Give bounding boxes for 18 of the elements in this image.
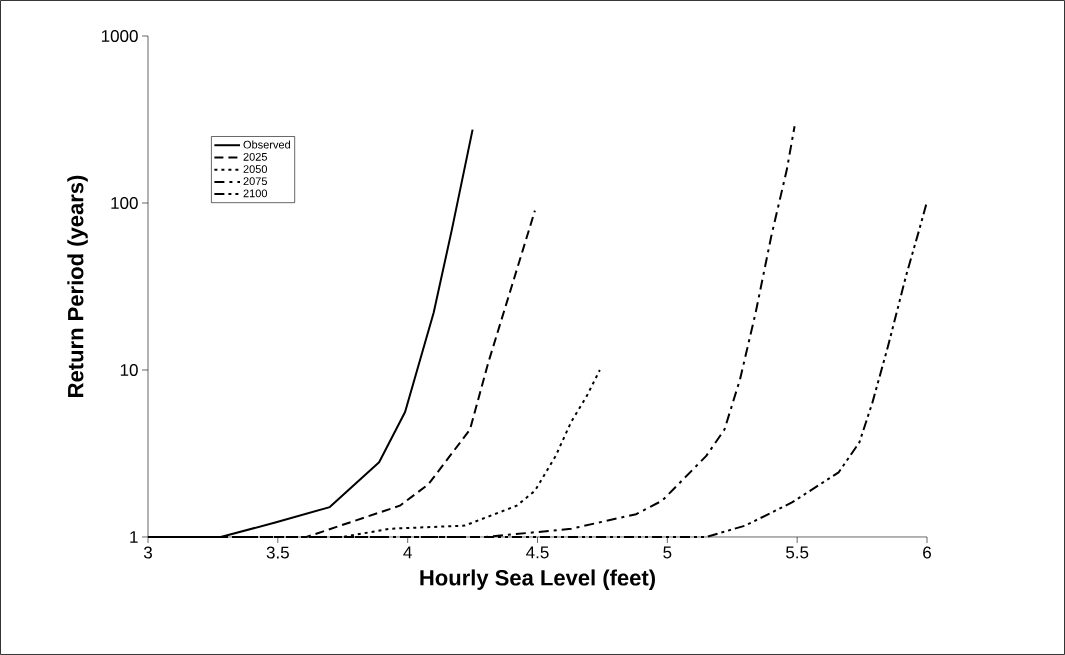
- y-tick-label: 1000: [101, 29, 138, 43]
- legend-label: 2050: [243, 165, 268, 173]
- x-tick-label: 3: [143, 546, 152, 559]
- x-tick-label: 3.5: [266, 546, 289, 559]
- legend-label: 2025: [243, 152, 267, 161]
- y-tick-label: 1: [130, 531, 138, 543]
- x-tick-label: 4: [403, 546, 412, 559]
- y-axis-title: Return Period (years): [67, 175, 88, 397]
- legend-label: Observed: [243, 140, 290, 149]
- x-tick-label: 5: [663, 546, 672, 559]
- x-axis-title: Hourly Sea Level (feet): [420, 569, 655, 590]
- legend-label: 2100: [243, 189, 268, 198]
- x-tick-label: 6: [923, 546, 931, 559]
- y-tick-label: 10: [120, 363, 138, 377]
- x-tick-label: 4.5: [526, 546, 549, 559]
- x-tick-label: 5.5: [786, 546, 809, 559]
- legend-label: 2075: [243, 177, 267, 186]
- y-tick-label: 100: [111, 196, 138, 210]
